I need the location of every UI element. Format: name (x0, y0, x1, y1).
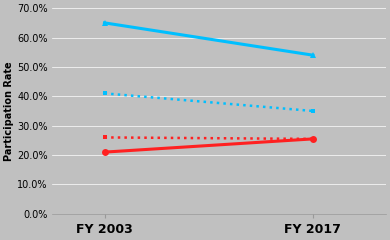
Y-axis label: Participation Rate: Participation Rate (4, 61, 14, 161)
